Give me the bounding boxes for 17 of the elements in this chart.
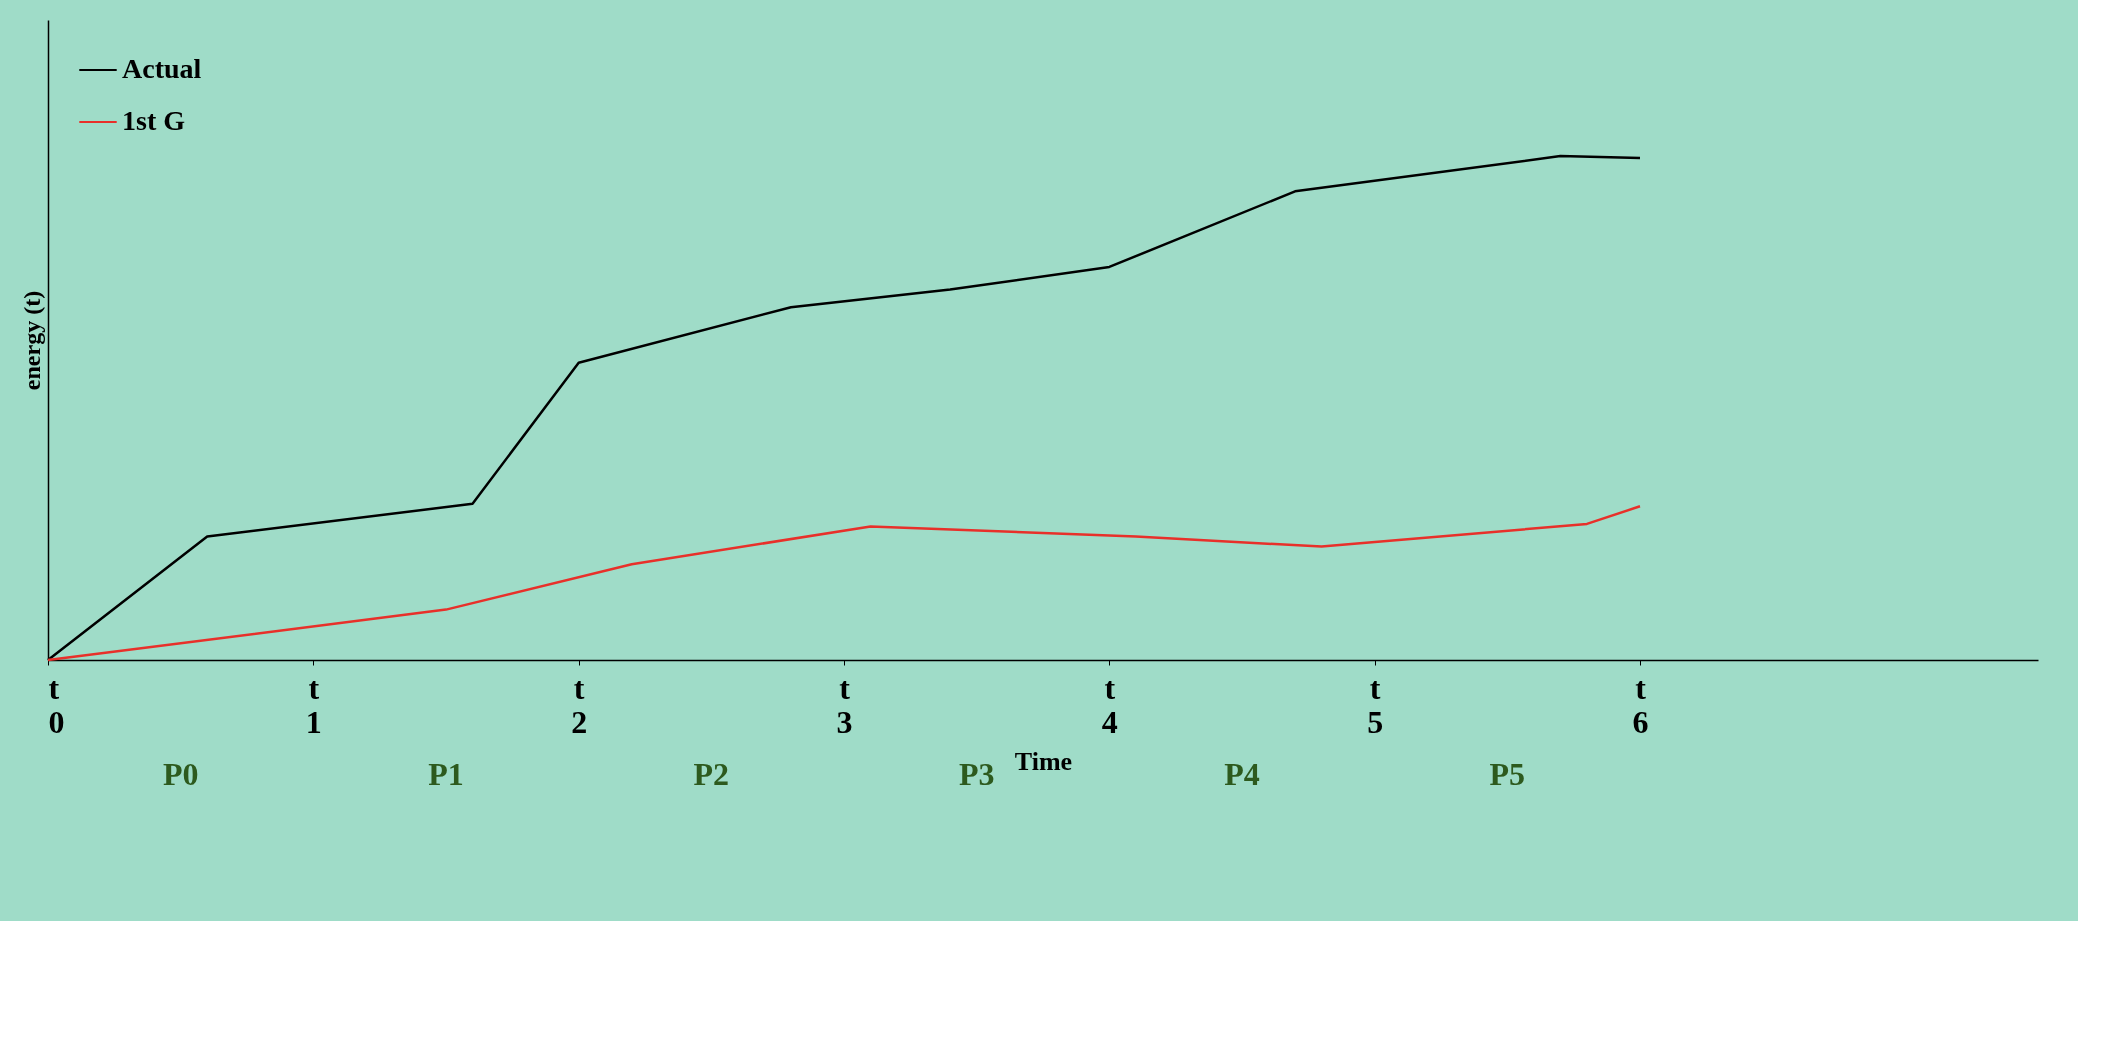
x-tick-label: t 0	[48, 669, 65, 740]
x-tick-label: t 5	[1367, 669, 1384, 740]
text: P4	[1224, 756, 1260, 792]
y-axis-title: energy (t)	[18, 290, 45, 391]
x-axis-title: Time	[1014, 746, 1073, 776]
text: P2	[693, 756, 730, 792]
x-tick-label: t 6	[1632, 669, 1649, 740]
x-tick-label: t 2	[571, 669, 588, 740]
x-tick-label: t 3	[836, 669, 853, 740]
legend-label: Actual	[122, 53, 202, 84]
text: P1	[428, 756, 464, 792]
x-tick-label: t 4	[1101, 669, 1118, 740]
text: P5	[1489, 756, 1526, 792]
legend-label: 1st G	[122, 105, 186, 136]
text: P3	[958, 756, 995, 792]
x-tick-label: t 1	[305, 669, 322, 740]
text: P0	[162, 756, 199, 792]
